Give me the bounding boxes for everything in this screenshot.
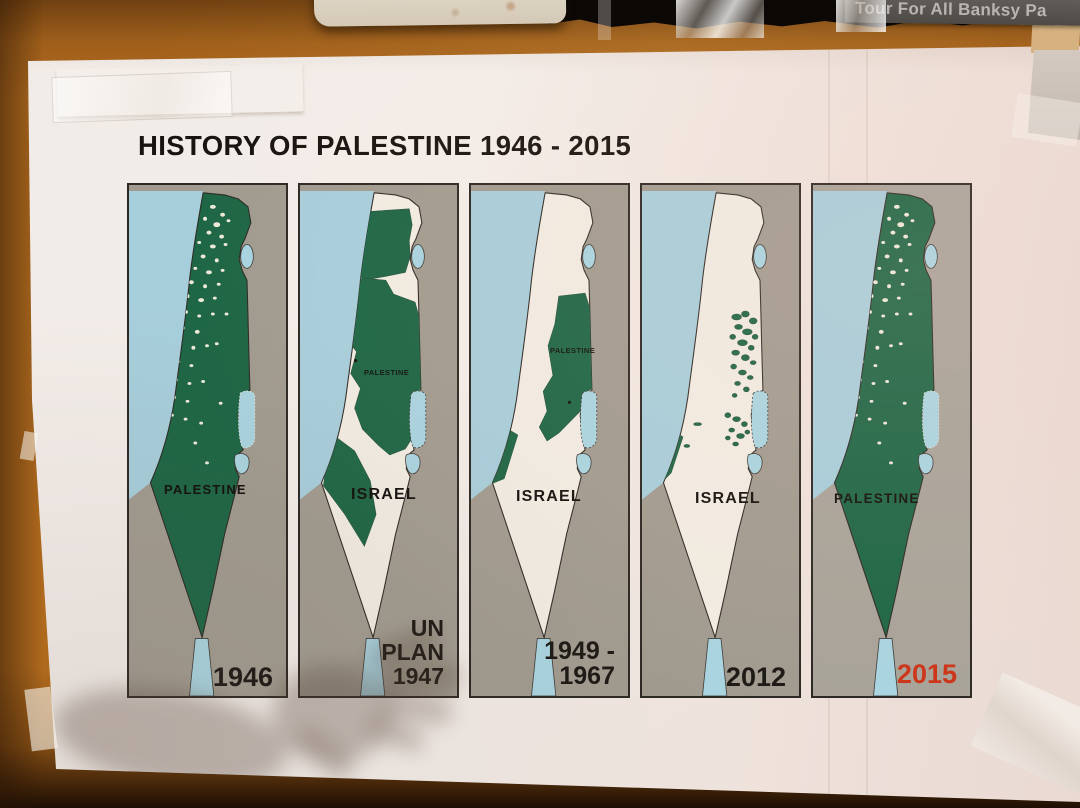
caption-line: 1947 [392,663,444,689]
panel-caption: UN PLAN 1947 [381,616,444,688]
tape-strip [598,0,611,40]
map-panel-1946: PALESTINE 1946 [127,183,288,698]
hand-shadow-thumb [289,721,359,783]
map-label: ISRAEL [695,490,761,507]
panel-caption: 2012 [725,662,786,692]
history-of-palestine-poster: HISTORY OF PALESTINE 1946 - 2015 PALESTI… [28,46,1080,802]
tape-mid-left [19,430,39,462]
wall-plaque [313,0,567,27]
caption-line: PLAN [381,639,444,665]
caption-line: 1946 [212,662,273,692]
plaque-stains [313,0,567,27]
caption-line: UN [410,615,444,641]
map-1946 [129,185,286,696]
map-panel-un-plan-1947: PALESTINE ISRAEL UN PLAN 1947 [298,183,459,698]
caption-line: 2015 [896,659,957,689]
tape-top-left-bright [51,70,233,124]
crumpled-tape [836,0,886,32]
caption-line: 1949 - [544,637,615,665]
map-label: PALESTINE [834,491,920,506]
map-2012 [642,185,799,696]
hand-shadow-finger [377,694,453,724]
map-small-label: PALESTINE [364,368,410,377]
hand-shadow-finger [363,714,427,754]
map-panel-1949-1967: PALESTINE ISRAEL 1949 - 1967 [469,183,630,698]
map-label: ISRAEL [516,488,582,505]
poster-title: HISTORY OF PALESTINE 1946 - 2015 [138,130,632,161]
map-1949-1967 [471,185,628,696]
map-panel-2012: ISRAEL 2012 [640,183,801,698]
caption-line: 2012 [725,662,786,692]
crumpled-tape [676,0,764,38]
map-panel-2015: PALESTINE 2015 [811,183,972,698]
map-panels-row: PALESTINE 1946 [127,183,972,698]
map-label: ISRAEL [351,486,417,503]
panel-caption: 1946 [212,662,273,692]
caption-line: 1967 [559,662,615,690]
panel-caption: 2015 [896,659,957,689]
map-label: PALESTINE [164,482,247,497]
panel-caption: 1949 - 1967 [544,639,615,689]
map-2015 [813,185,970,696]
map-small-label: PALESTINE [550,346,596,355]
